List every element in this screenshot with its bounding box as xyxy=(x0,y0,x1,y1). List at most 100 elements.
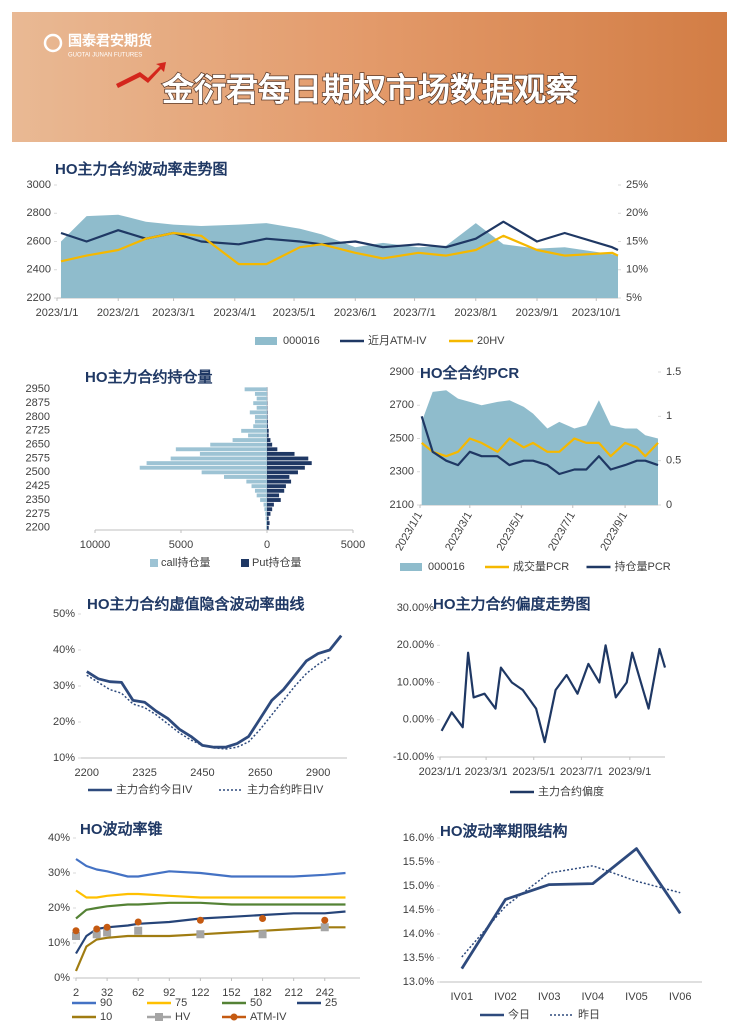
bar xyxy=(256,396,267,401)
bar xyxy=(254,419,267,424)
y-tick-label: 13.0% xyxy=(403,976,434,988)
bar xyxy=(254,391,267,396)
legend-label: 主力合约昨日IV xyxy=(247,782,324,796)
marker xyxy=(93,925,101,933)
bar xyxy=(254,488,267,493)
logo: 国泰君安期货 xyxy=(68,33,152,49)
bar xyxy=(224,475,267,479)
marker xyxy=(103,923,111,931)
bar xyxy=(267,419,268,424)
bar xyxy=(267,488,285,493)
bar xyxy=(265,511,267,516)
bar xyxy=(232,438,267,442)
line xyxy=(460,847,682,970)
legend-label: 25 xyxy=(325,997,337,1009)
x-tick-label: 5000 xyxy=(169,539,193,551)
line xyxy=(75,889,346,899)
x-tick-label: 2023/3/1 xyxy=(152,307,195,319)
bar xyxy=(253,401,267,406)
bar xyxy=(264,507,267,512)
x-tick-label: IV03 xyxy=(538,991,561,1003)
bar xyxy=(267,438,271,442)
line xyxy=(60,231,619,266)
bar xyxy=(210,442,267,447)
y2-tick-label: 5% xyxy=(626,292,642,304)
x-tick-label: 2023/5/1 xyxy=(495,510,527,553)
y-tick-label: 30% xyxy=(53,680,75,692)
legend-label: 主力合约偏度 xyxy=(538,784,604,798)
bar xyxy=(267,442,273,447)
line xyxy=(74,926,346,972)
line xyxy=(75,910,346,955)
chart-title: HO波动率期限结构 xyxy=(440,822,568,840)
bar xyxy=(267,502,274,507)
bar xyxy=(201,470,267,475)
y-tick-label: 2275 xyxy=(26,508,50,520)
x-tick-label: IV01 xyxy=(451,991,474,1003)
x-tick-label: 2023/6/1 xyxy=(334,307,377,319)
bar xyxy=(249,410,267,415)
x-tick-label: 2900 xyxy=(306,767,330,779)
x-tick-label: 2023/7/1 xyxy=(546,510,578,553)
marker xyxy=(258,930,267,939)
line xyxy=(420,415,659,476)
legend-label: 90 xyxy=(100,997,112,1009)
bar xyxy=(251,484,267,489)
y-tick-label: -10.00% xyxy=(393,751,434,763)
y-tick-label: 13.5% xyxy=(403,952,434,964)
x-tick-label: 242 xyxy=(316,987,334,999)
x-tick-label: 2023/9/1 xyxy=(598,510,630,553)
x-tick-label: 2023/3/1 xyxy=(465,766,508,778)
bar xyxy=(267,433,269,438)
line xyxy=(75,858,346,878)
x-tick-label: 122 xyxy=(191,987,209,999)
bar xyxy=(266,525,267,530)
bar xyxy=(248,433,267,438)
x-tick-label: 10000 xyxy=(80,539,111,551)
marker xyxy=(72,932,80,940)
logo-en: GUOTAI JUNAN FUTURES xyxy=(68,53,142,59)
x-tick-label: 2023/4/1 xyxy=(213,307,256,319)
x-tick-label: 2650 xyxy=(248,767,272,779)
area xyxy=(60,214,619,298)
y-tick-label: 2500 xyxy=(390,432,414,444)
y-tick-label: 2425 xyxy=(26,480,50,492)
line xyxy=(75,901,346,920)
line xyxy=(86,634,343,749)
x-tick-label: 152 xyxy=(222,987,240,999)
bar xyxy=(175,447,267,452)
bar xyxy=(267,525,269,530)
bar xyxy=(267,428,269,433)
y-tick-label: 2600 xyxy=(27,235,51,247)
y-tick-label: 20% xyxy=(48,902,70,914)
marker xyxy=(259,915,267,922)
y2-tick-label: 0 xyxy=(666,499,672,511)
x-tick-label: 2023/1/1 xyxy=(36,307,79,319)
chart-title: HO全合约PCR xyxy=(420,364,519,382)
arrow-icon xyxy=(116,62,166,88)
y-tick-label: 2950 xyxy=(26,383,50,395)
legend-label: 50 xyxy=(250,997,262,1009)
bar xyxy=(267,424,268,429)
y-tick-label: 0% xyxy=(54,972,70,984)
line xyxy=(86,656,331,750)
x-tick-label: 2023/1/1 xyxy=(419,766,462,778)
chart-title: HO主力合约持仓量 xyxy=(85,368,213,386)
x-tick-label: 92 xyxy=(163,987,175,999)
marker xyxy=(103,928,112,937)
x-tick-label: 5000 xyxy=(341,539,365,551)
y2-tick-label: 1 xyxy=(666,410,672,422)
banner-title: 金衍君每日期权市场数据观察 xyxy=(161,71,578,107)
legend-swatch xyxy=(241,559,249,567)
legend-label: Put持仓量 xyxy=(252,555,302,569)
legend-label: 近月ATM-IV xyxy=(368,334,427,347)
x-tick-label: 2023/7/1 xyxy=(560,766,603,778)
y-tick-label: 2875 xyxy=(26,397,50,409)
x-tick-label: 2023/9/1 xyxy=(608,766,651,778)
legend-marker xyxy=(230,1013,238,1021)
y-tick-label: 50% xyxy=(53,608,75,620)
legend-label: ATM-IV xyxy=(250,1011,287,1023)
marker xyxy=(72,927,80,935)
x-tick-label: 2325 xyxy=(132,767,156,779)
